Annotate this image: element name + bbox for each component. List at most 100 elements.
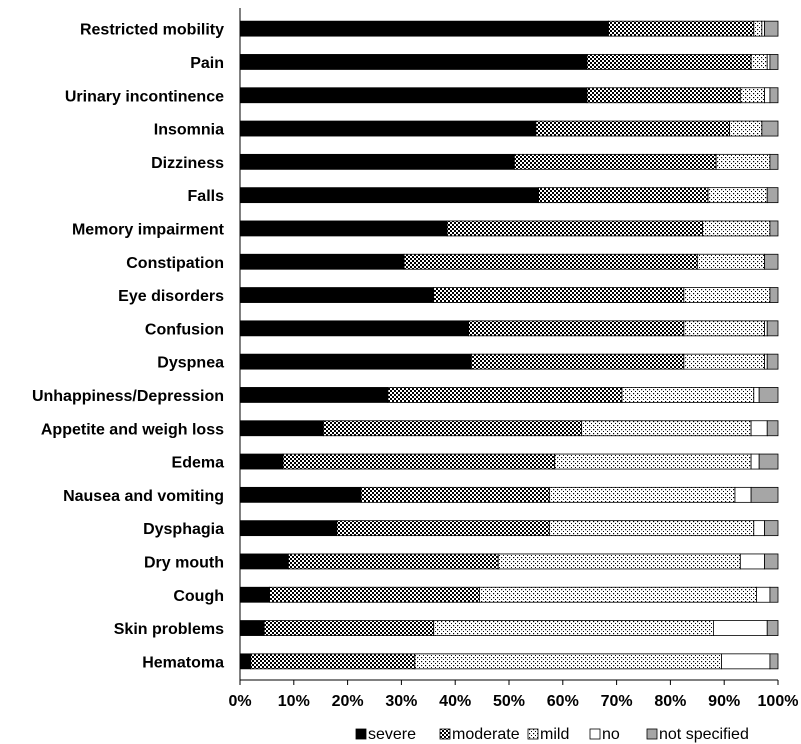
bar-no-dry-mouth bbox=[739, 553, 765, 570]
bar-mild-falls bbox=[707, 187, 768, 204]
bar-mild-dizziness bbox=[715, 153, 771, 170]
bar-mild-eye-disorders bbox=[683, 287, 771, 303]
bar-not-specified-hematoma bbox=[769, 653, 779, 670]
bar-severe-falls bbox=[239, 187, 539, 204]
bar-severe-skin-problems bbox=[239, 620, 265, 636]
bar-moderate-skin-problems bbox=[263, 620, 435, 636]
bar-moderate-constipation bbox=[403, 253, 698, 270]
bar-mild-unhappiness-depression bbox=[621, 387, 755, 403]
bar-mild-restricted-mobility bbox=[753, 20, 763, 37]
x-tick-label: 60% bbox=[547, 693, 579, 710]
bar-moderate-dry-mouth bbox=[288, 553, 499, 570]
bar-severe-unhappiness-depression bbox=[239, 387, 389, 403]
category-label: Skin problems bbox=[114, 621, 224, 638]
bar-mild-appetite-and-weigh-loss bbox=[581, 420, 752, 437]
bar-no-urinary-incontinence bbox=[764, 87, 771, 104]
bar-not-specified-appetite-and-weigh-loss bbox=[766, 420, 779, 437]
category-label: Appetite and weigh loss bbox=[41, 421, 224, 438]
x-tick-label: 10% bbox=[278, 693, 310, 710]
bar-not-specified-constipation bbox=[764, 253, 779, 270]
bar-not-specified-insomnia bbox=[761, 120, 779, 137]
bar-no-restricted-mobility bbox=[761, 20, 765, 37]
legend-label-not-specified: not specified bbox=[659, 726, 749, 743]
category-label: Dizziness bbox=[151, 155, 224, 172]
bar-not-specified-pain bbox=[769, 54, 779, 70]
category-label: Dry mouth bbox=[144, 554, 224, 571]
bar-no-nausea-and-vomiting bbox=[734, 486, 752, 503]
legend-swatch-moderate bbox=[439, 728, 451, 740]
x-tick-label: 90% bbox=[708, 693, 740, 710]
bar-not-specified-edema bbox=[758, 453, 779, 470]
category-label: Restricted mobility bbox=[80, 22, 224, 39]
bar-not-specified-cough bbox=[769, 586, 779, 603]
bar-severe-pain bbox=[239, 54, 588, 70]
x-tick-label: 20% bbox=[332, 693, 364, 710]
category-label: Edema bbox=[172, 455, 225, 472]
legend-label-mild: mild bbox=[540, 726, 569, 743]
bar-moderate-urinary-incontinence bbox=[586, 87, 741, 104]
bar-moderate-memory-impairment bbox=[446, 220, 704, 237]
bar-no-cough bbox=[756, 586, 771, 603]
bar-no-edema bbox=[750, 453, 760, 470]
legend-swatch-not-specified bbox=[646, 728, 658, 740]
bar-mild-nausea-and-vomiting bbox=[548, 486, 736, 503]
category-label: Eye disorders bbox=[118, 288, 224, 305]
x-tick-label: 40% bbox=[439, 693, 471, 710]
x-tick-label: 50% bbox=[493, 693, 525, 710]
category-label: Urinary incontinence bbox=[65, 88, 224, 105]
category-label: Constipation bbox=[126, 255, 224, 272]
bar-moderate-eye-disorders bbox=[433, 287, 685, 303]
bar-moderate-confusion bbox=[468, 320, 685, 337]
bar-mild-insomnia bbox=[729, 120, 763, 137]
legend-label-moderate: moderate bbox=[452, 726, 520, 743]
category-label: Falls bbox=[188, 188, 225, 205]
bar-moderate-dizziness bbox=[513, 153, 717, 170]
bar-moderate-restricted-mobility bbox=[608, 20, 755, 37]
bar-no-skin-problems bbox=[713, 620, 768, 636]
x-tick-label: 0% bbox=[228, 693, 251, 710]
bar-moderate-dyspnea bbox=[470, 353, 685, 370]
bar-no-hematoma bbox=[721, 653, 771, 670]
bar-severe-edema bbox=[239, 453, 284, 470]
legend-swatch-mild bbox=[527, 728, 539, 740]
category-labels: Restricted mobility Pain Urinary incontine… bbox=[32, 22, 225, 672]
bar-not-specified-eye-disorders bbox=[769, 287, 779, 303]
bar-severe-urinary-incontinence bbox=[239, 87, 588, 104]
bar-moderate-nausea-and-vomiting bbox=[360, 486, 550, 503]
legend-swatch-no bbox=[589, 728, 601, 740]
bar-moderate-edema bbox=[282, 453, 556, 470]
bar-severe-nausea-and-vomiting bbox=[239, 486, 362, 503]
x-tick-label: 100% bbox=[758, 693, 799, 710]
x-tick-label: 80% bbox=[654, 693, 686, 710]
category-label: Pain bbox=[190, 55, 224, 72]
bar-mild-cough bbox=[479, 586, 757, 603]
bar-not-specified-restricted-mobility bbox=[764, 20, 779, 37]
bar-not-specified-unhappiness-depression bbox=[758, 387, 779, 403]
legend-swatch-severe bbox=[355, 728, 367, 740]
category-label: Unhappiness/Depression bbox=[32, 388, 224, 405]
bar-severe-confusion bbox=[239, 320, 470, 337]
bar-not-specified-dizziness bbox=[769, 153, 779, 170]
bar-moderate-pain bbox=[586, 54, 752, 70]
bar-severe-restricted-mobility bbox=[239, 20, 609, 37]
bar-no-appetite-and-weigh-loss bbox=[750, 420, 768, 437]
bar-mild-confusion bbox=[683, 320, 765, 337]
bar-severe-hematoma bbox=[239, 653, 252, 670]
category-label: Dysphagia bbox=[143, 521, 224, 538]
x-tick-label: 30% bbox=[385, 693, 417, 710]
bar-moderate-falls bbox=[538, 187, 709, 204]
bar-mild-constipation bbox=[696, 253, 765, 270]
category-label: Memory impairment bbox=[72, 221, 225, 238]
bar-no-pain bbox=[766, 54, 771, 70]
bar-severe-dry-mouth bbox=[239, 553, 289, 570]
bar-severe-dysphagia bbox=[239, 520, 338, 537]
category-label: Dyspnea bbox=[157, 355, 224, 372]
bar-moderate-hematoma bbox=[250, 653, 416, 670]
bar-moderate-dysphagia bbox=[336, 520, 550, 537]
bar-moderate-insomnia bbox=[535, 120, 730, 137]
bar-mild-pain bbox=[750, 54, 768, 70]
bar-severe-constipation bbox=[239, 253, 405, 270]
bar-mild-memory-impairment bbox=[702, 220, 771, 237]
bar-not-specified-memory-impairment bbox=[769, 220, 779, 237]
bar-severe-insomnia bbox=[239, 120, 537, 137]
